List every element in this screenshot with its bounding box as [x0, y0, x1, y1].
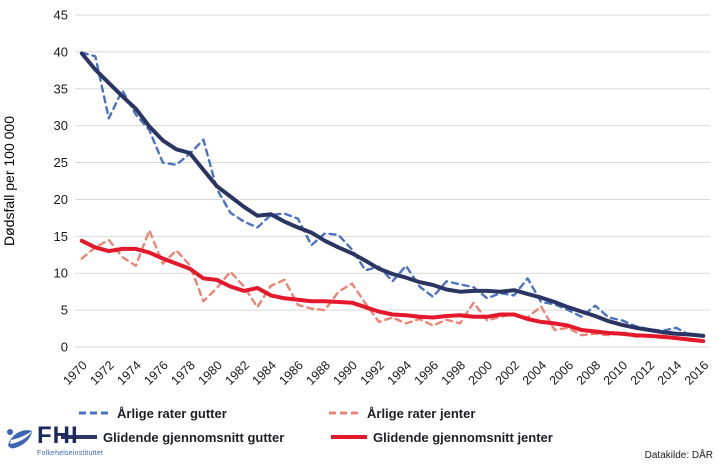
- legend-line-moving-jenter: [331, 435, 367, 439]
- y-tick-label: 20: [54, 192, 68, 207]
- x-tick-label: 1998: [439, 358, 469, 388]
- legend-item-annual-jenter: Årlige rater jenter: [328, 404, 475, 422]
- y-axis-title: Dødsfall per 100 000: [1, 116, 17, 246]
- x-tick-label: 1982: [222, 358, 252, 388]
- x-tick-label: 2004: [520, 358, 550, 388]
- x-tick-label: 2006: [547, 358, 577, 388]
- x-tick-label: 1994: [385, 358, 415, 388]
- x-tick-label: 1978: [168, 358, 198, 388]
- x-tick-label: 1988: [304, 358, 334, 388]
- x-tick-label: 1992: [358, 358, 388, 388]
- logo-abbr: FHI: [37, 422, 79, 449]
- x-tick-label: 2014: [655, 358, 685, 388]
- legend-line-annual-jenter: [329, 411, 361, 415]
- y-tick-label: 45: [54, 8, 68, 23]
- y-tick-label: 10: [54, 266, 68, 281]
- chart: 0 5 10 15 20 25 30 35 40 45 1970 1972 1974 1976 1978 19…: [1, 8, 712, 388]
- fhi-swoosh-icon: [7, 429, 32, 449]
- legend-item-annual-gutter: Årlige rater gutter: [78, 404, 227, 422]
- x-tick-label: 1984: [249, 358, 279, 388]
- series-line-annual-gutter: [80, 51, 705, 338]
- data-source-note: Datakilde: DÅR: [644, 450, 713, 461]
- y-tick-label: 25: [54, 155, 68, 170]
- legend-item-moving-jenter: Glidende gjennomsnitt jenter: [330, 428, 553, 446]
- legend-label: Glidende gjennomsnitt jenter: [373, 429, 553, 445]
- x-tick-label: 1970: [60, 358, 90, 388]
- x-tick-label: 1972: [87, 358, 117, 388]
- chart-svg: 0510152025303540451970197219741976197819…: [1, 8, 712, 388]
- legend-label: Årlige rater gutter: [117, 405, 227, 421]
- legend-label: Glidende gjennomsnitt gutter: [103, 429, 285, 445]
- y-tick-label: 0: [61, 340, 68, 355]
- y-tick-label: 40: [54, 44, 68, 59]
- x-tick-label: 2012: [628, 358, 658, 388]
- y-tick-label: 15: [54, 229, 68, 244]
- x-tick-label: 1980: [195, 358, 225, 388]
- y-tick-label: 35: [54, 81, 68, 96]
- legend-line-annual-gutter: [79, 411, 111, 415]
- x-tick-label: 1976: [141, 358, 171, 388]
- series-line-moving-jenter: [79, 238, 706, 344]
- fhi-logo: FHI Folkehelseinstituttet: [4, 424, 103, 457]
- x-tick-label: 2002: [493, 358, 523, 388]
- y-tick-label: 30: [54, 118, 68, 133]
- legend-line-moving-gutter: [61, 435, 97, 439]
- x-tick-label: 1990: [331, 358, 361, 388]
- logo-name: Folkehelseinstituttet: [37, 450, 104, 457]
- x-tick-label: 2000: [466, 358, 496, 388]
- legend-label: Årlige rater jenter: [367, 405, 476, 421]
- x-tick-label: 2010: [601, 358, 631, 388]
- y-tick-label: 5: [61, 303, 68, 318]
- series-line-moving-gutter: [79, 51, 706, 338]
- series-line-annual-jenter: [80, 229, 705, 343]
- legend-item-moving-gutter: Glidende gjennomsnitt gutter: [60, 428, 284, 446]
- logo-text: FHI Folkehelseinstituttet: [37, 422, 104, 458]
- x-tick-label: 1974: [114, 358, 144, 388]
- x-tick-label: 1996: [412, 358, 442, 388]
- x-tick-label: 2016: [682, 358, 712, 388]
- x-tick-label: 1986: [276, 358, 306, 388]
- x-tick-label: 2008: [574, 358, 604, 388]
